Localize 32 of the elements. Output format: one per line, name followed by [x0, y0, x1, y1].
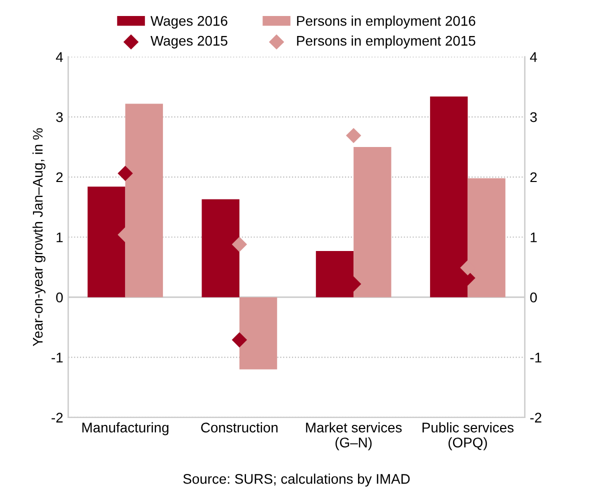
point — [232, 332, 248, 348]
legend-label: Persons in employment 2016 — [297, 16, 476, 29]
y-tick-label: -1 — [52, 352, 63, 362]
x-tick-label: Market services (G–N) — [306, 422, 402, 450]
y2-tick-label: 0 — [530, 292, 537, 302]
y-tick-label: 4 — [56, 52, 63, 62]
x-tick-label: Public services (OPQ) — [422, 422, 514, 450]
y-axis-title: Year-on-year growth Jan–Aug, in % — [32, 128, 46, 346]
point — [232, 236, 248, 252]
source-note: Source: SURS; calculations by IMAD — [183, 474, 410, 487]
y2-tick-label: -1 — [530, 352, 542, 362]
x-tick-label: Manufacturing — [82, 422, 168, 436]
y-tick-label: 1 — [56, 232, 63, 242]
y2-tick-label: 3 — [530, 112, 537, 122]
point — [118, 166, 133, 182]
y2-tick-label: 2 — [530, 172, 537, 182]
bar — [354, 146, 392, 298]
point — [346, 128, 362, 144]
bar — [202, 199, 240, 298]
y2-tick-label: -2 — [530, 412, 542, 422]
y2-tick-label: 1 — [530, 232, 537, 242]
x-tick-label: Construction — [201, 422, 278, 432]
legend-label: Persons in employment 2015 — [297, 36, 476, 48]
y-tick-label: 0 — [56, 292, 63, 302]
y2-tick-label: 4 — [530, 52, 537, 62]
bar — [239, 297, 278, 370]
y-tick-label: 2 — [56, 172, 63, 182]
legend-label: Wages 2015 — [150, 36, 228, 48]
legend-label: Wages 2016 — [150, 16, 228, 29]
y-tick-label: -2 — [52, 412, 63, 422]
y-tick-label: 3 — [56, 112, 63, 122]
bar — [88, 186, 126, 298]
